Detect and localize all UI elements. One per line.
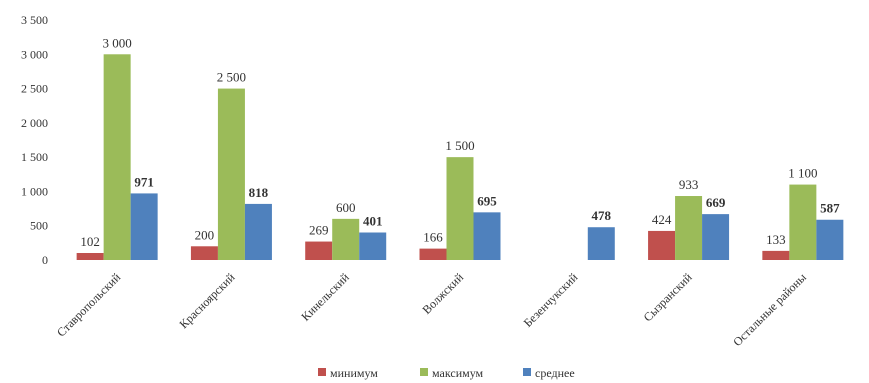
bar-максимум	[675, 196, 703, 260]
data-label: 2 500	[217, 70, 246, 85]
data-label: 971	[134, 174, 154, 189]
y-tick-label: 2 500	[21, 82, 48, 96]
data-label: 269	[309, 223, 329, 238]
bar-минимум	[190, 246, 218, 260]
legend-label: максимум	[432, 366, 484, 380]
x-category-label: Волжский	[420, 270, 467, 317]
bar-среднее	[244, 203, 272, 260]
bar-среднее	[359, 232, 387, 260]
bars	[76, 54, 844, 261]
y-tick-label: 2 000	[21, 116, 48, 130]
bar-максимум	[446, 157, 474, 260]
data-label: 401	[363, 214, 383, 229]
data-label: 587	[820, 201, 840, 216]
bar-максимум	[332, 218, 360, 260]
x-category-label: Кинельский	[298, 270, 352, 324]
y-tick-label: 500	[30, 219, 48, 233]
data-label: 1 100	[788, 166, 817, 181]
bar-среднее	[702, 214, 730, 260]
legend-swatch	[318, 368, 326, 376]
legend-swatch	[523, 368, 531, 376]
data-label: 166	[423, 230, 443, 245]
y-axis: 0 500 1 000 1 500 2 000 2 500 3 000 3 500	[21, 13, 48, 267]
bar-максимум	[217, 88, 245, 260]
bar-минимум	[305, 241, 333, 260]
x-category-label: Ставропольский	[54, 270, 124, 340]
data-label: 102	[80, 234, 100, 249]
data-label: 1 500	[445, 138, 474, 153]
bar-среднее	[130, 193, 158, 260]
bar-минимум	[76, 253, 104, 260]
x-category-label: Остальные районы	[730, 270, 809, 349]
data-label: 200	[195, 227, 215, 242]
data-label: 478	[592, 208, 612, 223]
legend-label: минимум	[330, 366, 378, 380]
bar-среднее	[816, 219, 844, 260]
y-tick-label: 1 000	[21, 184, 48, 198]
bar-минимум	[762, 250, 790, 260]
bar-минимум	[648, 230, 676, 260]
bar-среднее	[473, 212, 501, 260]
data-labels: 102 3 000 971 200 2 500 818 269 600 401 166 1 500 6…	[80, 35, 840, 249]
x-category-label: Красноярский	[176, 270, 237, 331]
legend: минимум максимум среднее	[318, 366, 575, 380]
bar-максимум	[103, 54, 131, 261]
bar-максимум	[789, 184, 817, 260]
data-label: 133	[766, 232, 786, 247]
data-label: 3 000	[103, 35, 132, 50]
x-category-label: Безенчукский	[521, 270, 581, 330]
legend-label: среднее	[535, 366, 575, 380]
y-tick-label: 3 000	[21, 47, 48, 61]
legend-swatch	[420, 368, 428, 376]
x-axis: Ставропольский Красноярский Кинельский Волж…	[54, 270, 809, 349]
data-label: 600	[336, 200, 356, 215]
data-label: 695	[477, 193, 497, 208]
data-label: 933	[679, 177, 699, 192]
data-label: 669	[706, 195, 726, 210]
bar-среднее	[587, 227, 615, 260]
y-tick-label: 3 500	[21, 13, 48, 27]
bar-минимум	[419, 248, 447, 260]
data-label: 424	[652, 212, 672, 227]
data-label: 818	[249, 185, 269, 200]
x-category-label: Сызранский	[641, 270, 696, 325]
y-tick-label: 1 500	[21, 150, 48, 164]
y-tick-label: 0	[42, 253, 48, 267]
